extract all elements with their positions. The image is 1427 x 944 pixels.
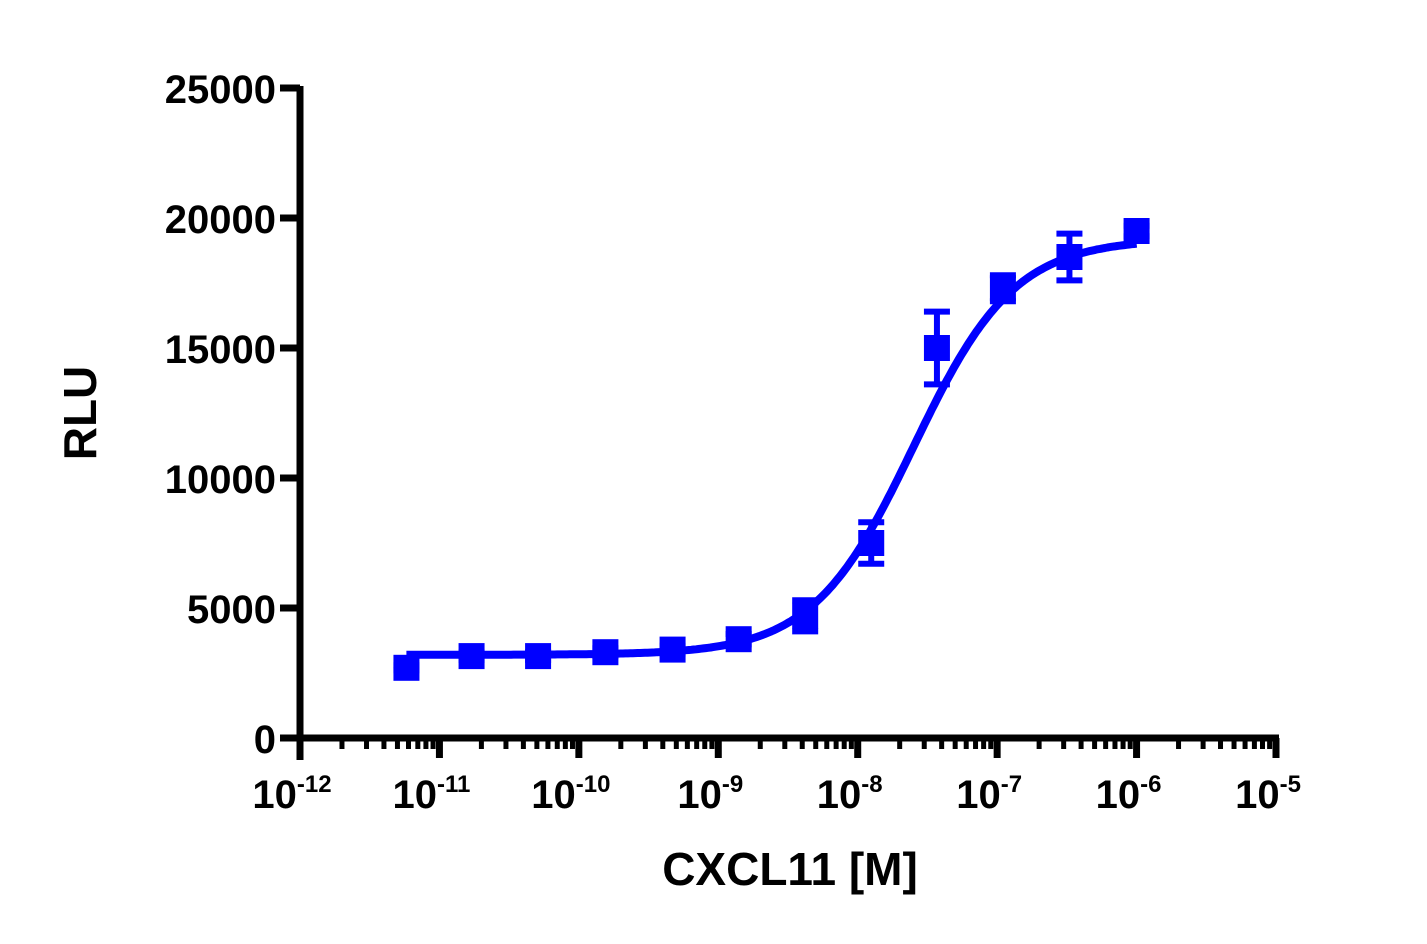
y-tick-label: 15000 bbox=[165, 328, 276, 372]
data-point bbox=[858, 519, 885, 567]
data-point bbox=[592, 639, 619, 666]
data-point bbox=[792, 597, 819, 635]
y-tick-label: 5000 bbox=[187, 588, 276, 632]
y-tick-label: 10000 bbox=[165, 458, 276, 502]
data-point bbox=[923, 308, 950, 388]
x-axis-title: CXCL11 [M] bbox=[662, 843, 918, 895]
x-tick-label: 10-10 bbox=[531, 771, 610, 817]
y-axis: 0 5000 10000 15000 20000 25000 bbox=[165, 68, 304, 762]
x-tick-label: 10-5 bbox=[1235, 771, 1301, 817]
x-tick-label: 10-12 bbox=[252, 771, 331, 817]
y-tick-label: 0 bbox=[254, 718, 276, 762]
data-point bbox=[458, 643, 485, 670]
data-point bbox=[725, 626, 752, 653]
fit-curve bbox=[404, 239, 1139, 659]
y-tick-label: 20000 bbox=[165, 198, 276, 242]
data-points bbox=[393, 218, 1150, 681]
x-tick-label: 10-6 bbox=[1096, 771, 1162, 817]
y-tick-label: 25000 bbox=[165, 68, 276, 112]
data-point bbox=[1123, 218, 1150, 244]
data-point bbox=[989, 272, 1016, 305]
x-tick-label: 10-11 bbox=[392, 771, 470, 817]
x-tick-label: 10-7 bbox=[956, 771, 1022, 817]
x-tick-label: 10-8 bbox=[817, 771, 883, 817]
data-point bbox=[1056, 230, 1083, 284]
data-point bbox=[525, 643, 552, 670]
x-tick-label: 10-9 bbox=[677, 771, 743, 817]
x-axis: 10-12 10-11 10-10 10-9 10-8 10-7 10-6 10-5 bbox=[252, 734, 1301, 817]
data-point bbox=[659, 636, 686, 663]
data-point bbox=[393, 654, 420, 681]
y-axis-title: RLU bbox=[54, 366, 106, 461]
